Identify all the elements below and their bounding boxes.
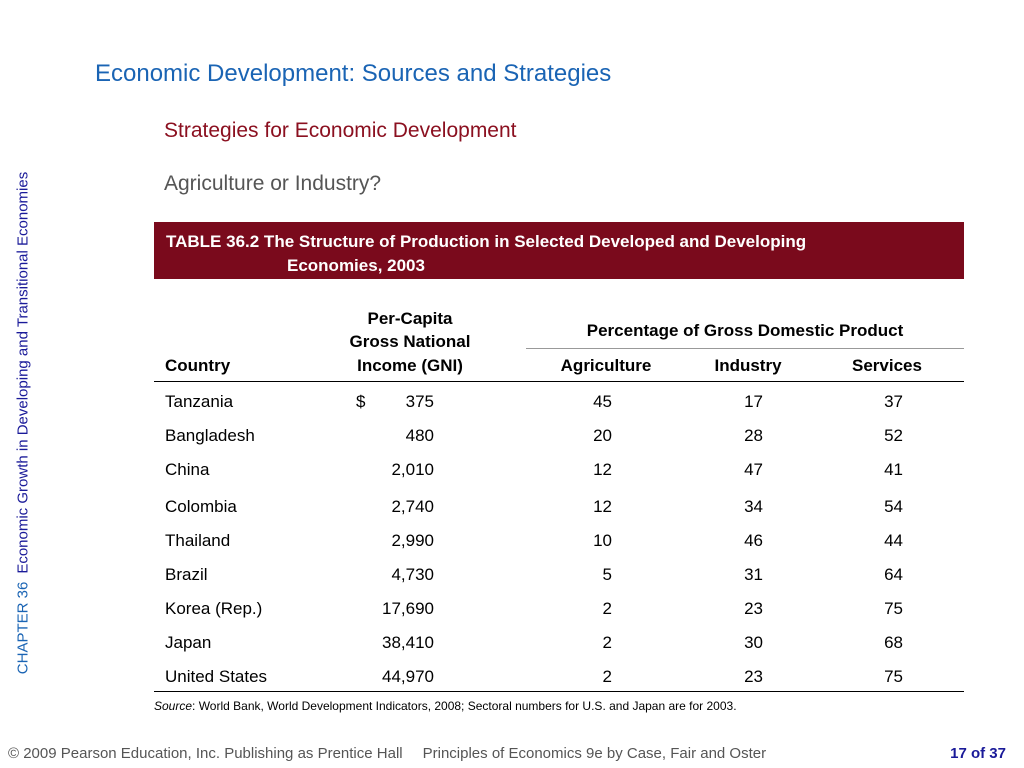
header-gdp-group: Percentage of Gross Domestic Product — [586, 321, 904, 340]
header-agriculture: Agriculture — [560, 356, 652, 375]
table-source: Source: World Bank, World Development In… — [154, 699, 737, 713]
cell-gni: 4,730 — [391, 565, 434, 584]
table-caption: TABLE 36.2 The Structure of Production i… — [154, 222, 964, 279]
table-row: Brazil 4,730 5 31 64 — [154, 557, 964, 591]
cell-gni: 2,740 — [391, 497, 434, 516]
cell-agriculture: 2 — [602, 599, 612, 618]
page-number: 17 of 37 — [950, 745, 1006, 762]
cell-agriculture: 2 — [602, 633, 612, 652]
cell-industry: 31 — [744, 565, 763, 584]
cell-agriculture: 45 — [593, 392, 612, 411]
cell-gni: 2,990 — [391, 531, 434, 550]
table-row: Bangladesh 480 20 28 52 — [154, 418, 964, 452]
table-row: Korea (Rep.) 17,690 2 23 75 — [154, 591, 964, 625]
cell-gni: 17,690 — [382, 599, 434, 618]
cell-industry: 28 — [744, 426, 763, 445]
cell-industry: 46 — [744, 531, 763, 550]
cell-industry: 34 — [744, 497, 763, 516]
header-industry: Industry — [714, 356, 782, 375]
header-country: Country — [165, 356, 231, 375]
slide-footer: © 2009 Pearson Education, Inc. Publishin… — [8, 745, 766, 762]
cell-agriculture: 12 — [593, 460, 612, 479]
cell-country: Colombia — [165, 497, 237, 516]
cell-industry: 47 — [744, 460, 763, 479]
cell-industry: 23 — [744, 599, 763, 618]
cell-agriculture: 10 — [593, 531, 612, 550]
cell-industry: 23 — [744, 667, 763, 686]
group-header-rule — [526, 348, 964, 349]
cell-country: Tanzania — [165, 392, 234, 411]
cell-agriculture: 20 — [593, 426, 612, 445]
cell-gni: 2,010 — [391, 460, 434, 479]
chapter-sidebar-text: CHAPTER 36 Economic Growth in Developing … — [15, 172, 32, 674]
source-text: : World Bank, World Development Indicato… — [192, 699, 737, 713]
slide-subtitle: Strategies for Economic Development — [164, 119, 517, 142]
cell-services: 75 — [884, 599, 903, 618]
cell-country: Brazil — [165, 565, 208, 584]
cell-gni: 38,410 — [382, 633, 434, 652]
table-row: United States 44,970 2 23 75 — [154, 659, 964, 693]
cell-agriculture: 5 — [602, 565, 612, 584]
cell-services: 37 — [884, 392, 903, 411]
header-services: Services — [852, 356, 922, 375]
header-gni-line3: Income (GNI) — [357, 356, 463, 375]
cell-services: 52 — [884, 426, 903, 445]
header-bottom-rule — [154, 381, 964, 382]
cell-country: China — [165, 460, 210, 479]
slide-question: Agriculture or Industry? — [164, 172, 382, 195]
table-caption-line2: Economies, 2003 — [287, 256, 425, 275]
footer-copyright: © 2009 Pearson Education, Inc. Publishin… — [8, 745, 403, 762]
header-gni-line2: Gross National — [349, 332, 471, 351]
cell-services: 54 — [884, 497, 903, 516]
table-caption-line1: TABLE 36.2 The Structure of Production i… — [166, 232, 807, 251]
cell-gni: 375 — [405, 392, 434, 411]
cell-agriculture: 12 — [593, 497, 612, 516]
cell-country: United States — [165, 667, 268, 686]
chapter-title: Economic Growth in Developing and Transi… — [14, 171, 32, 574]
chapter-sidebar: CHAPTER 36 Economic Growth in Developing … — [8, 112, 38, 734]
cell-currency: $ — [356, 392, 366, 411]
cell-agriculture: 2 — [602, 667, 612, 686]
cell-services: 64 — [884, 565, 903, 584]
cell-industry: 17 — [744, 392, 763, 411]
header-gni-line1: Per-Capita — [367, 309, 453, 328]
cell-country: Bangladesh — [165, 426, 255, 445]
table-row: Colombia 2,740 12 34 54 — [154, 489, 964, 523]
table-row: China 2,010 12 47 41 — [154, 452, 964, 486]
table-bottom-rule — [154, 691, 964, 692]
cell-country: Japan — [165, 633, 212, 652]
footer-book: Principles of Economics 9e by Case, Fair… — [422, 745, 767, 762]
table-row: $ Tanzania 375 45 17 37 — [154, 384, 964, 418]
cell-industry: 30 — [744, 633, 763, 652]
table-row: Thailand 2,990 10 46 44 — [154, 523, 964, 557]
cell-country: Korea (Rep.) — [165, 599, 263, 618]
cell-services: 75 — [884, 667, 903, 686]
table-row: Japan 38,410 2 30 68 — [154, 625, 964, 659]
cell-gni: 480 — [405, 426, 434, 445]
source-label: Source — [154, 699, 193, 713]
slide-title: Economic Development: Sources and Strate… — [95, 60, 612, 87]
cell-services: 44 — [884, 531, 903, 550]
cell-gni: 44,970 — [382, 667, 434, 686]
cell-services: 68 — [884, 633, 903, 652]
cell-services: 41 — [884, 460, 903, 479]
chapter-number: CHAPTER 36 — [14, 581, 32, 675]
cell-country: Thailand — [165, 531, 231, 550]
